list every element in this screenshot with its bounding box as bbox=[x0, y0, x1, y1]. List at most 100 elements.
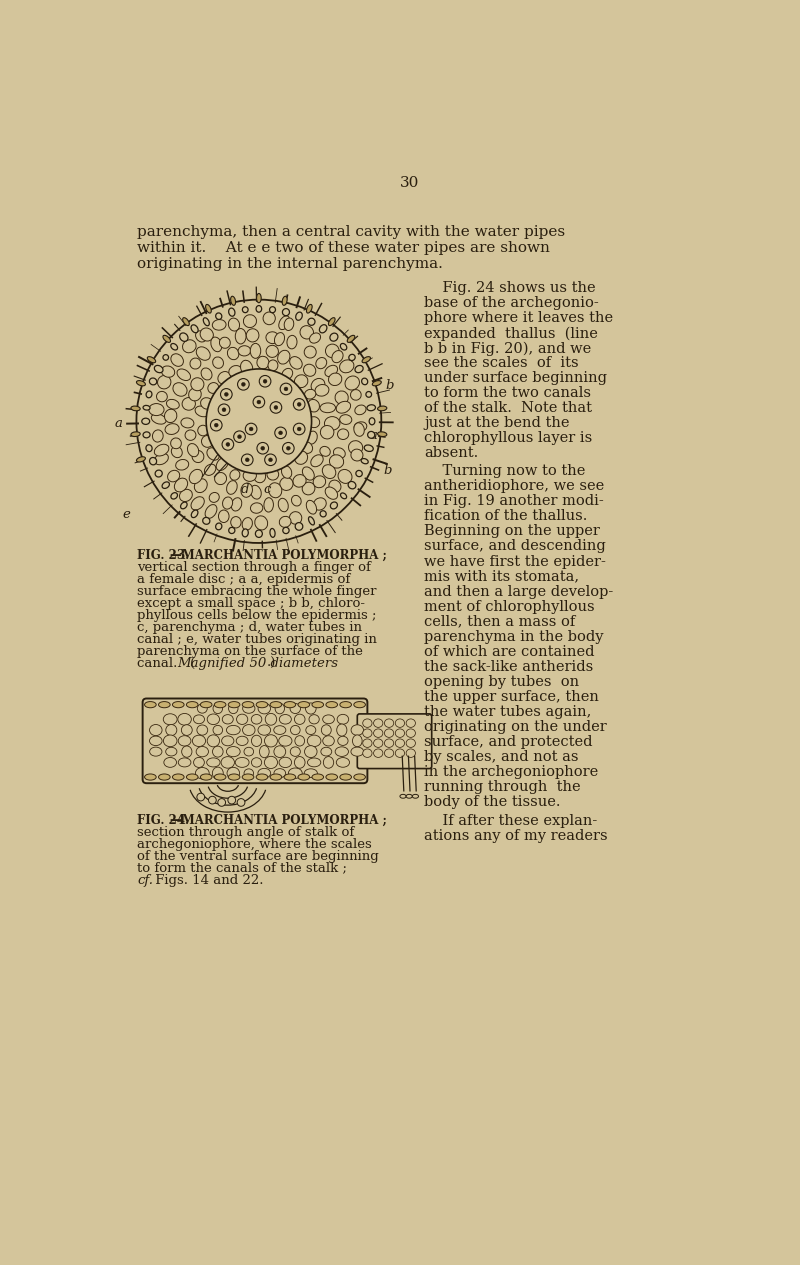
Circle shape bbox=[214, 424, 218, 428]
Ellipse shape bbox=[250, 502, 263, 514]
Ellipse shape bbox=[173, 702, 184, 707]
Circle shape bbox=[242, 454, 253, 466]
Ellipse shape bbox=[143, 431, 150, 438]
Ellipse shape bbox=[254, 516, 268, 530]
Circle shape bbox=[249, 428, 253, 431]
Ellipse shape bbox=[151, 414, 166, 424]
Ellipse shape bbox=[153, 430, 163, 441]
Ellipse shape bbox=[290, 725, 300, 735]
Ellipse shape bbox=[244, 769, 254, 778]
Ellipse shape bbox=[207, 448, 219, 460]
Ellipse shape bbox=[361, 458, 368, 464]
Ellipse shape bbox=[264, 756, 278, 769]
Ellipse shape bbox=[257, 357, 269, 369]
Ellipse shape bbox=[235, 329, 246, 344]
Text: mis with its stomata,: mis with its stomata, bbox=[424, 569, 579, 583]
Text: cf.: cf. bbox=[138, 874, 154, 887]
Ellipse shape bbox=[157, 391, 167, 402]
Ellipse shape bbox=[275, 703, 285, 713]
Ellipse shape bbox=[194, 478, 207, 492]
Ellipse shape bbox=[207, 735, 219, 746]
Ellipse shape bbox=[174, 478, 188, 492]
Ellipse shape bbox=[162, 366, 174, 377]
Text: in the archegoniophore: in the archegoniophore bbox=[424, 765, 598, 779]
Ellipse shape bbox=[372, 381, 382, 386]
Ellipse shape bbox=[258, 725, 270, 735]
Ellipse shape bbox=[221, 756, 234, 768]
Ellipse shape bbox=[150, 378, 157, 385]
Ellipse shape bbox=[279, 516, 291, 528]
Ellipse shape bbox=[362, 729, 372, 737]
Ellipse shape bbox=[362, 719, 372, 727]
Text: Fig. 24 shows us the: Fig. 24 shows us the bbox=[424, 281, 595, 295]
Ellipse shape bbox=[310, 333, 321, 343]
Ellipse shape bbox=[374, 729, 383, 737]
Ellipse shape bbox=[282, 309, 290, 316]
Ellipse shape bbox=[208, 382, 218, 393]
Ellipse shape bbox=[250, 486, 262, 500]
Text: canal.   (: canal. ( bbox=[138, 657, 195, 669]
Ellipse shape bbox=[170, 344, 178, 350]
Ellipse shape bbox=[251, 758, 262, 767]
Text: originating on the under: originating on the under bbox=[424, 720, 606, 734]
Ellipse shape bbox=[395, 719, 405, 727]
Ellipse shape bbox=[146, 391, 152, 397]
Ellipse shape bbox=[228, 702, 240, 707]
Circle shape bbox=[237, 798, 245, 806]
Ellipse shape bbox=[320, 511, 326, 517]
Ellipse shape bbox=[213, 746, 223, 758]
Ellipse shape bbox=[179, 490, 192, 501]
Ellipse shape bbox=[326, 344, 339, 358]
Text: section through angle of stalk of: section through angle of stalk of bbox=[138, 826, 354, 839]
Ellipse shape bbox=[338, 736, 348, 745]
Ellipse shape bbox=[192, 450, 204, 463]
Ellipse shape bbox=[385, 749, 394, 758]
Ellipse shape bbox=[214, 774, 226, 781]
Ellipse shape bbox=[222, 715, 234, 724]
Ellipse shape bbox=[354, 423, 364, 436]
Ellipse shape bbox=[288, 768, 302, 778]
Text: under surface beginning: under surface beginning bbox=[424, 371, 607, 386]
Ellipse shape bbox=[374, 739, 383, 748]
Ellipse shape bbox=[201, 368, 212, 379]
Ellipse shape bbox=[216, 458, 229, 471]
Ellipse shape bbox=[235, 758, 249, 768]
Ellipse shape bbox=[228, 318, 239, 331]
Ellipse shape bbox=[186, 702, 198, 707]
Ellipse shape bbox=[298, 702, 310, 707]
Ellipse shape bbox=[242, 517, 253, 530]
Ellipse shape bbox=[154, 453, 168, 464]
Ellipse shape bbox=[190, 358, 201, 369]
Ellipse shape bbox=[266, 331, 279, 344]
Ellipse shape bbox=[150, 458, 157, 464]
Circle shape bbox=[263, 380, 267, 383]
Circle shape bbox=[242, 382, 246, 386]
Ellipse shape bbox=[244, 748, 254, 756]
Ellipse shape bbox=[362, 749, 372, 758]
Ellipse shape bbox=[266, 713, 277, 725]
Text: phore where it leaves the: phore where it leaves the bbox=[424, 311, 613, 325]
Text: —MARCHANTIA POLYMORPHA ;: —MARCHANTIA POLYMORPHA ; bbox=[170, 813, 386, 827]
Ellipse shape bbox=[270, 774, 282, 781]
Ellipse shape bbox=[187, 444, 198, 457]
Ellipse shape bbox=[374, 719, 383, 727]
Ellipse shape bbox=[222, 736, 234, 746]
Ellipse shape bbox=[246, 329, 259, 342]
Text: to form the canals of the stalk ;: to form the canals of the stalk ; bbox=[138, 861, 347, 874]
Ellipse shape bbox=[210, 492, 219, 502]
Circle shape bbox=[298, 402, 301, 406]
Ellipse shape bbox=[274, 769, 286, 778]
Text: to form the two canals: to form the two canals bbox=[424, 386, 591, 400]
Ellipse shape bbox=[158, 376, 171, 388]
Ellipse shape bbox=[308, 319, 315, 325]
Ellipse shape bbox=[137, 457, 146, 462]
Ellipse shape bbox=[163, 354, 169, 361]
Ellipse shape bbox=[279, 758, 292, 768]
Ellipse shape bbox=[196, 347, 210, 361]
Text: the water tubes again,: the water tubes again, bbox=[424, 705, 591, 719]
Ellipse shape bbox=[201, 397, 213, 409]
Ellipse shape bbox=[395, 739, 405, 748]
Ellipse shape bbox=[212, 767, 223, 779]
Ellipse shape bbox=[340, 774, 351, 781]
Ellipse shape bbox=[280, 477, 293, 491]
